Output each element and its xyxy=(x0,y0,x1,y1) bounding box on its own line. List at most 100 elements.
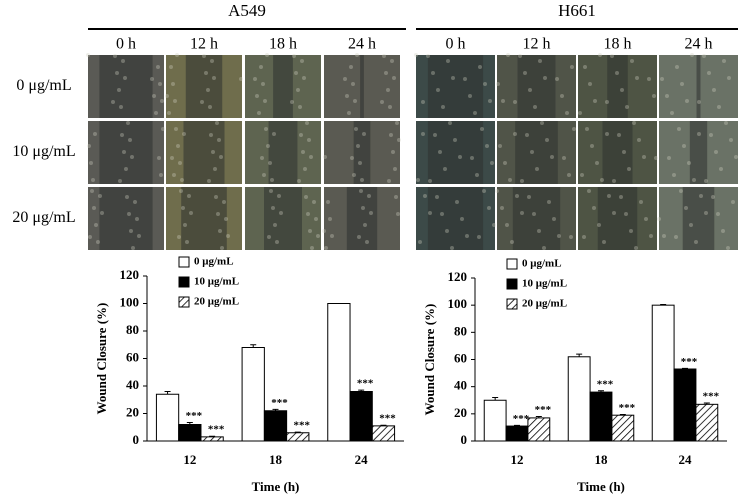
cell-texture xyxy=(597,223,601,227)
time-label: 0 h xyxy=(446,36,466,53)
cell-texture xyxy=(428,179,432,183)
cell-texture xyxy=(527,195,531,199)
cell-texture xyxy=(610,54,614,58)
cell-texture xyxy=(717,105,721,109)
cell-texture xyxy=(206,88,210,92)
time-label: 24 h xyxy=(685,36,713,53)
cell-texture xyxy=(268,161,272,165)
cell-texture xyxy=(125,195,129,199)
cell-texture xyxy=(680,82,684,86)
cell-texture xyxy=(465,234,469,238)
cell-texture xyxy=(390,59,394,63)
cell-texture xyxy=(565,111,569,115)
wound-gap xyxy=(273,55,293,118)
cell-texture xyxy=(216,212,220,216)
cell-texture xyxy=(174,127,178,131)
error-bar xyxy=(660,303,667,306)
significance-label: *** xyxy=(619,402,636,414)
cell-texture xyxy=(171,82,175,86)
cell-texture xyxy=(111,100,115,104)
cell-texture xyxy=(639,200,643,204)
cell-texture xyxy=(699,194,703,198)
cell-texture xyxy=(98,194,102,198)
cell-texture xyxy=(387,179,391,183)
cell-texture xyxy=(726,246,730,250)
cell-texture xyxy=(612,211,616,215)
cell-texture xyxy=(208,105,212,109)
y-tick-label: 80 xyxy=(126,322,139,337)
cell-texture xyxy=(351,82,355,86)
bar xyxy=(673,368,697,442)
cell-texture xyxy=(451,76,455,80)
wound-gap xyxy=(696,55,701,118)
cell-texture xyxy=(261,82,265,86)
cell-texture xyxy=(428,211,432,215)
cell-texture xyxy=(538,59,542,63)
cell-texture xyxy=(729,138,733,142)
error-bar xyxy=(186,421,193,425)
cell-texture xyxy=(649,234,653,238)
cell-texture xyxy=(214,195,218,199)
cell-texture xyxy=(665,94,669,98)
cell-texture xyxy=(498,144,502,148)
significance-label: *** xyxy=(208,424,225,436)
cell-texture xyxy=(182,132,186,136)
cell-texture xyxy=(722,59,726,63)
cell-texture xyxy=(301,150,305,154)
cell-texture xyxy=(361,206,365,210)
cell-texture xyxy=(312,200,316,204)
cell-texture xyxy=(328,217,332,221)
cell-texture xyxy=(607,194,611,198)
cell-texture xyxy=(158,82,162,86)
y-tick-label: 60 xyxy=(126,349,139,364)
cell-texture xyxy=(595,161,599,165)
significance-label: *** xyxy=(681,356,698,368)
cell-texture xyxy=(460,217,464,221)
cell-texture xyxy=(446,59,450,63)
cell-texture xyxy=(217,138,221,142)
cell-texture xyxy=(222,200,226,204)
wound-gap xyxy=(264,187,302,250)
wound-gap xyxy=(99,121,153,184)
cell-texture xyxy=(578,111,582,115)
bar xyxy=(155,393,180,442)
cell-texture xyxy=(382,54,386,58)
cell-texture xyxy=(679,189,683,193)
cell-texture xyxy=(272,132,276,136)
cell-texture xyxy=(330,234,334,238)
cell-texture xyxy=(177,235,181,239)
cell-texture xyxy=(605,100,609,104)
cell-texture xyxy=(356,144,360,148)
cell-texture xyxy=(528,88,532,92)
cell-texture xyxy=(263,99,267,103)
cell-texture xyxy=(662,234,666,238)
cell-texture xyxy=(443,167,447,171)
cell-texture xyxy=(309,155,313,159)
cell-texture xyxy=(727,76,731,80)
cell-texture xyxy=(485,144,489,148)
cell-texture xyxy=(433,133,437,137)
cell-texture xyxy=(267,235,271,239)
cell-texture xyxy=(322,229,326,233)
cell-texture xyxy=(510,240,514,244)
cell-texture xyxy=(642,155,646,159)
cell-texture xyxy=(131,246,135,250)
cell-texture xyxy=(352,173,356,177)
cell-texture xyxy=(120,133,124,137)
cell-texture xyxy=(689,223,693,227)
wound-gap xyxy=(517,55,556,118)
cell-texture xyxy=(630,59,634,63)
cell-texture xyxy=(154,111,158,115)
cell-texture xyxy=(323,155,327,159)
cell-texture xyxy=(552,217,556,221)
error-bar xyxy=(272,408,279,411)
cell-texture xyxy=(632,121,636,125)
cell-texture xyxy=(580,173,584,177)
legend-label: 10 μg/mL xyxy=(194,276,239,288)
y-tick-label: 100 xyxy=(448,296,468,311)
cell-texture xyxy=(702,54,706,58)
cell-line-label: A549 xyxy=(228,1,266,20)
bar xyxy=(241,347,265,442)
y-tick-label: 40 xyxy=(454,378,467,393)
cell-texture xyxy=(697,132,701,136)
